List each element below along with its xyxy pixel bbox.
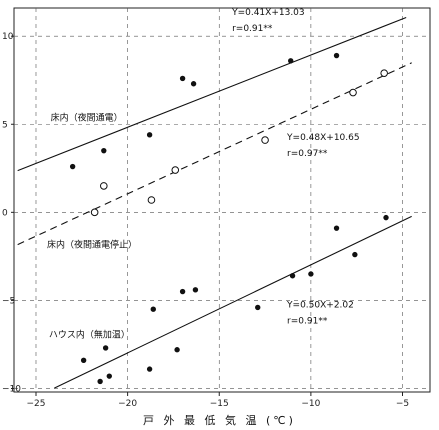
data-point-filled	[174, 347, 180, 353]
data-point-filled	[308, 271, 314, 277]
data-point-filled	[97, 378, 103, 385]
x-axis-label: 戸 外 最 低 気 温 (℃)	[143, 414, 296, 427]
data-point-open	[349, 88, 357, 97]
plot-frame	[13, 7, 431, 393]
data-point-filled	[192, 287, 199, 293]
data-point-filled	[190, 81, 197, 87]
x-tick-label: −20	[118, 399, 137, 409]
data-point-filled	[146, 366, 153, 372]
x-tick-label: −5	[396, 399, 409, 409]
y-tick-label: 10	[2, 32, 14, 42]
data-point-filled	[289, 273, 296, 279]
y-tick-label: 5	[2, 120, 8, 130]
data-point-filled	[146, 132, 153, 138]
data-point-filled	[288, 58, 294, 64]
y-tick-label: −5	[2, 296, 15, 306]
y-tick-label: 0	[2, 208, 8, 218]
annotation-label-3: ハウス内（無加温）	[49, 328, 130, 340]
data-point-filled	[333, 52, 340, 59]
data-point-filled	[69, 163, 76, 170]
annotation-r-1: r=0.91**	[232, 24, 273, 34]
annotation-label-2: 床内（夜間通電停止）	[47, 239, 137, 251]
data-point-filled	[179, 288, 186, 295]
x-tick-label: −15	[210, 399, 229, 409]
data-point-filled	[352, 251, 358, 258]
data-point-open	[261, 136, 269, 144]
data-point-open	[147, 196, 156, 204]
annotation-eq-1: Y=0.41X+13.03	[231, 8, 305, 18]
annotation-eq-2: Y=0.48X+10.65	[286, 133, 360, 143]
x-tick-label: −25	[26, 399, 45, 409]
annotation-r-3: r=0.91**	[287, 316, 328, 326]
regression-line-2	[17, 62, 412, 246]
data-point-filled	[333, 225, 340, 231]
annotation-r-2: r=0.97**	[287, 149, 328, 159]
data-point-filled	[383, 214, 389, 221]
annotation-label-1: 床内（夜間通電）	[51, 112, 123, 124]
y-tick-label: −10	[2, 384, 21, 394]
data-point-filled	[179, 75, 186, 82]
data-point-filled	[106, 373, 112, 379]
data-point-filled	[102, 345, 109, 351]
data-point-filled	[101, 147, 107, 154]
data-point-filled	[255, 304, 261, 311]
data-point-open	[90, 208, 99, 217]
annotation-eq-3: Y=0.50X+2.02	[286, 300, 354, 310]
data-point-filled	[150, 306, 156, 312]
regression-line-1	[17, 16, 407, 172]
x-tick-label: −10	[301, 399, 320, 409]
data-point-filled	[80, 357, 87, 363]
data-point-open	[380, 69, 388, 77]
regression-line-3	[54, 215, 412, 389]
data-point-open	[99, 182, 108, 190]
data-point-open	[171, 166, 180, 174]
